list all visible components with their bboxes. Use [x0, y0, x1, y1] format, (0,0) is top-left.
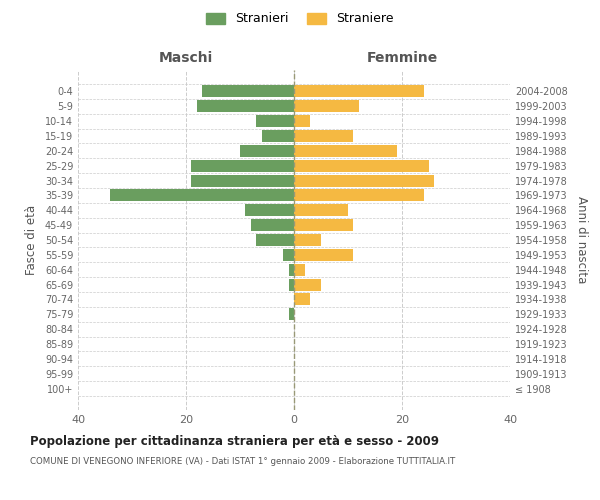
Bar [251, 219, 294, 231]
Bar [289, 278, 294, 290]
Bar [191, 160, 294, 172]
Bar [294, 249, 353, 261]
Text: Femmine: Femmine [367, 51, 437, 65]
Bar [294, 264, 305, 276]
Legend: Stranieri, Straniere: Stranieri, Straniere [203, 8, 397, 29]
Bar [294, 100, 359, 112]
Bar [294, 115, 310, 127]
Bar [294, 204, 348, 216]
Y-axis label: Fasce di età: Fasce di età [25, 205, 38, 275]
Bar [294, 160, 429, 172]
Bar [283, 249, 294, 261]
Bar [245, 204, 294, 216]
Bar [191, 174, 294, 186]
Text: Maschi: Maschi [159, 51, 213, 65]
Bar [294, 234, 321, 246]
Bar [294, 86, 424, 98]
Bar [262, 130, 294, 142]
Bar [294, 145, 397, 157]
Bar [294, 190, 424, 202]
Text: COMUNE DI VENEGONO INFERIORE (VA) - Dati ISTAT 1° gennaio 2009 - Elaborazione TU: COMUNE DI VENEGONO INFERIORE (VA) - Dati… [30, 458, 455, 466]
Bar [294, 130, 353, 142]
Bar [256, 234, 294, 246]
Bar [240, 145, 294, 157]
Bar [110, 190, 294, 202]
Text: Popolazione per cittadinanza straniera per età e sesso - 2009: Popolazione per cittadinanza straniera p… [30, 435, 439, 448]
Bar [294, 219, 353, 231]
Bar [294, 278, 321, 290]
Bar [197, 100, 294, 112]
Y-axis label: Anni di nascita: Anni di nascita [575, 196, 587, 284]
Bar [289, 264, 294, 276]
Bar [256, 115, 294, 127]
Bar [294, 174, 434, 186]
Bar [294, 294, 310, 306]
Bar [202, 86, 294, 98]
Bar [289, 308, 294, 320]
